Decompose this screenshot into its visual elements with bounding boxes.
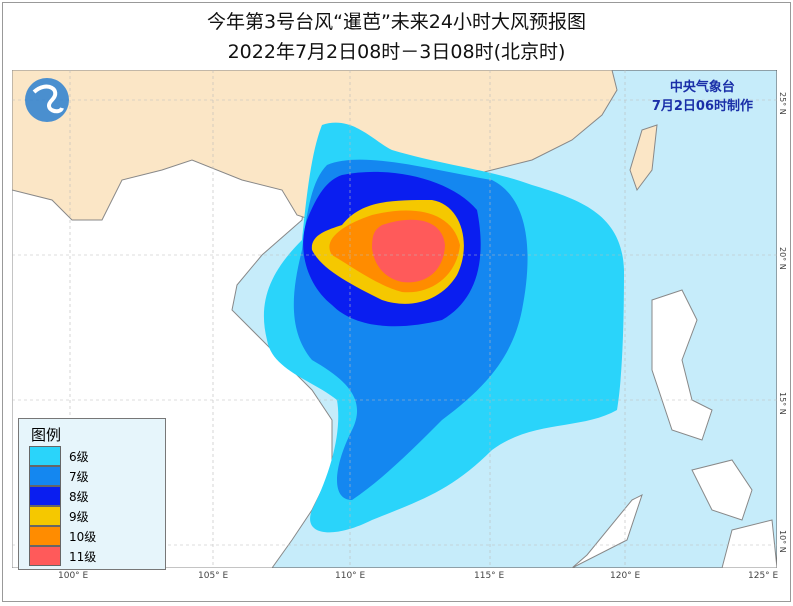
legend-label: 10级 [69,529,97,544]
legend-item: 8级 [29,486,89,506]
legend-swatch [29,506,61,526]
map-title: 今年第3号台风“暹芭”未来24小时大风预报图 [207,11,586,33]
philippines-islands [691,459,777,568]
wind-zone-11 [372,219,445,283]
lon-label: 115° E [474,571,505,581]
legend-item: 6级 [29,446,89,466]
legend-swatch [29,486,61,506]
philippines-land [651,289,713,441]
issue-time: 7月2日06时制作 [651,99,753,114]
map-subtitle: 2022年7月2日08时－3日08时(北京时) [227,41,566,63]
lon-label: 110° E [335,571,366,581]
legend-title: 图例 [31,426,62,444]
legend-swatch [29,466,61,486]
agency-name: 中央气象台 [669,80,735,95]
legend-swatch [29,546,61,566]
legend: 图例 6级 7级 8级 9级 10级 11级 [18,418,166,570]
legend-item: 11级 [29,546,96,566]
lon-label: 105° E [198,571,229,581]
legend-label: 9级 [69,509,89,524]
legend-item: 9级 [29,506,89,526]
taiwan-island [629,124,658,192]
lon-label: 125° E [748,571,779,581]
lat-label: 15° N [778,392,787,415]
legend-label: 7级 [69,469,89,484]
legend-label: 6级 [69,449,89,464]
legend-item: 10级 [29,526,96,546]
lon-label: 100° E [58,571,89,581]
legend-item: 7级 [29,466,89,486]
lat-label: 10° N [778,530,787,553]
legend-label: 8级 [69,489,89,504]
lat-label: 25° N [778,92,787,115]
agency-stamp: 中央气象台 7月2日06时制作 [652,78,753,116]
legend-swatch [29,526,61,546]
legend-label: 11级 [69,549,97,564]
palawan-island [571,494,643,568]
lat-label: 20° N [778,247,787,270]
cma-logo [25,78,69,122]
legend-swatch [29,446,61,466]
lon-label: 120° E [610,571,641,581]
